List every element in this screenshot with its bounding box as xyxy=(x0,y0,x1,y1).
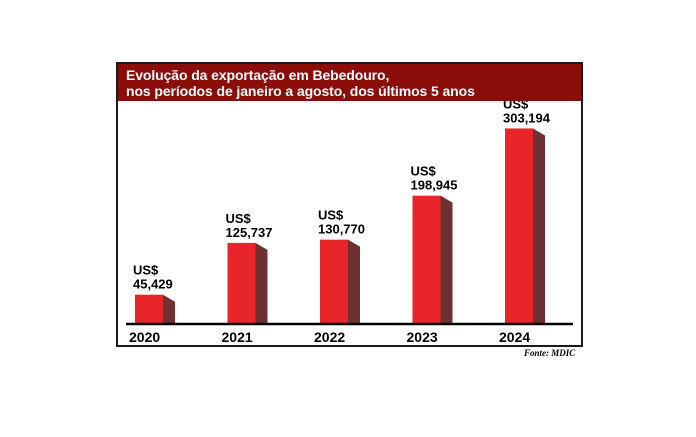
chart-frame: US$ 45,429 2020 US$ 125,737 2021 US$ 130,770 202… xyxy=(116,62,583,347)
bar-currency-label: US$ xyxy=(133,263,159,278)
chart-subtitle: nos períodos de janeiro a agosto, dos úl… xyxy=(126,83,475,99)
bar-side-2024 xyxy=(533,128,545,324)
source-note: Fonte: MDIC xyxy=(524,348,576,358)
bar-side-2020 xyxy=(163,294,175,324)
x-tick-label: 2022 xyxy=(314,329,345,345)
bar-2024 xyxy=(505,128,533,324)
chart-title: Evolução da exportação em Bebedouro, xyxy=(126,67,390,83)
bar-currency-label: US$ xyxy=(226,211,252,226)
bar-value-label: 303,194 xyxy=(503,110,551,125)
x-tick-label: 2023 xyxy=(407,329,438,345)
x-tick-label: 2021 xyxy=(222,329,253,345)
bar-2022 xyxy=(320,239,348,324)
bar-side-2022 xyxy=(348,239,360,324)
bar-chart-plot: US$45,4292020US$125,7372021US$130,770202… xyxy=(126,96,573,345)
bar-value-label: 45,429 xyxy=(133,277,173,292)
bar-2021 xyxy=(227,242,256,324)
x-tick-label: 2024 xyxy=(499,329,530,345)
x-tick-label: 2020 xyxy=(129,329,160,345)
bar-2020 xyxy=(135,294,163,324)
bar-2023 xyxy=(412,195,441,324)
bar-currency-label: US$ xyxy=(411,164,437,179)
bar-value-label: 130,770 xyxy=(318,222,365,237)
bar-value-label: 125,737 xyxy=(226,225,273,240)
chart-title-bar: Evolução da exportação em Bebedouro, nos… xyxy=(118,64,581,101)
bar-value-label: 198,945 xyxy=(411,178,458,193)
bar-currency-label: US$ xyxy=(318,208,344,223)
bar-side-2021 xyxy=(255,242,268,324)
bar-side-2023 xyxy=(440,195,453,324)
